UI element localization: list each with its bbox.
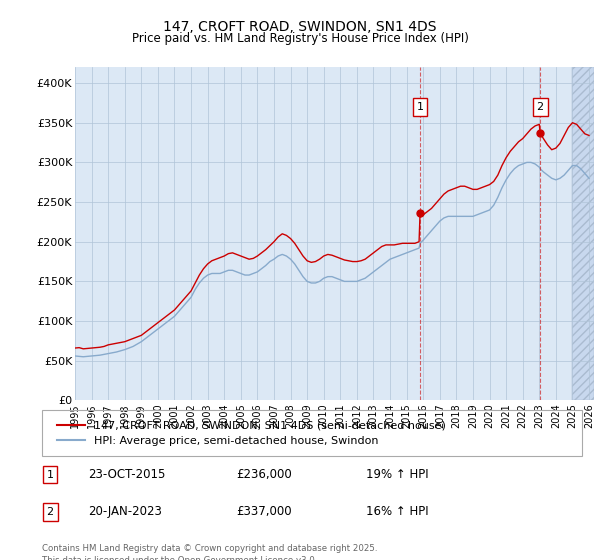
Bar xyxy=(572,67,594,400)
Text: Price paid vs. HM Land Registry's House Price Index (HPI): Price paid vs. HM Land Registry's House … xyxy=(131,32,469,45)
Text: Contains HM Land Registry data © Crown copyright and database right 2025.
This d: Contains HM Land Registry data © Crown c… xyxy=(42,544,377,560)
Legend: 147, CROFT ROAD, SWINDON, SN1 4DS (semi-detached house), HPI: Average price, sem: 147, CROFT ROAD, SWINDON, SN1 4DS (semi-… xyxy=(53,416,451,451)
Text: 2: 2 xyxy=(47,507,53,517)
Text: 1: 1 xyxy=(47,470,53,479)
Text: 23-OCT-2015: 23-OCT-2015 xyxy=(88,468,165,481)
Text: 16% ↑ HPI: 16% ↑ HPI xyxy=(366,505,428,518)
Text: £337,000: £337,000 xyxy=(236,505,292,518)
Text: 147, CROFT ROAD, SWINDON, SN1 4DS: 147, CROFT ROAD, SWINDON, SN1 4DS xyxy=(163,20,437,34)
Text: 1: 1 xyxy=(416,102,424,112)
Bar xyxy=(572,67,594,400)
Text: £236,000: £236,000 xyxy=(236,468,292,481)
Text: 2: 2 xyxy=(536,102,544,112)
Text: 20-JAN-2023: 20-JAN-2023 xyxy=(88,505,162,518)
Text: 19% ↑ HPI: 19% ↑ HPI xyxy=(366,468,428,481)
